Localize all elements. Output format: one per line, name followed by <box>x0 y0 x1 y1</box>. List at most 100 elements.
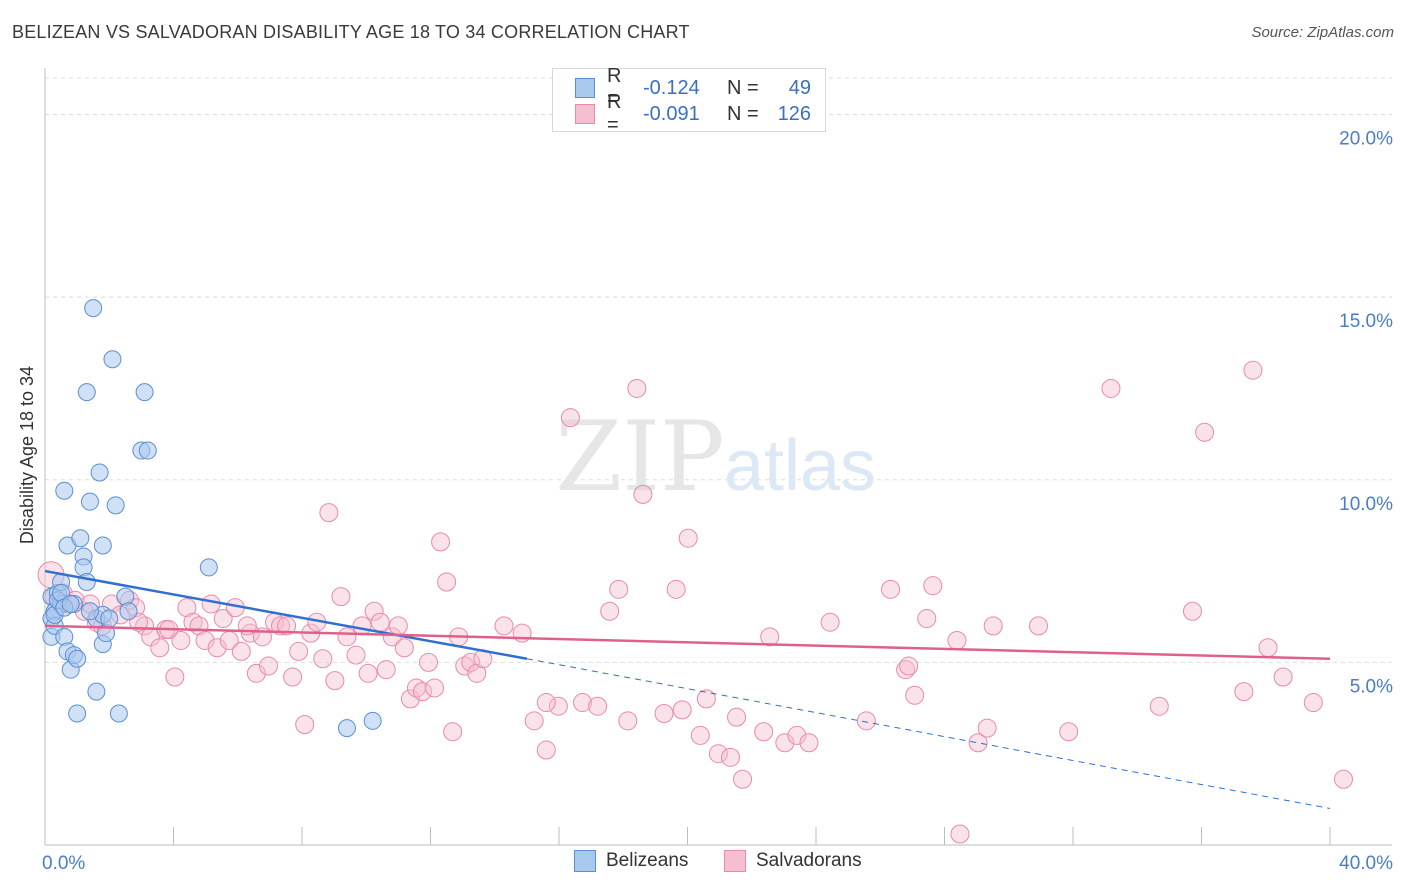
salvadoran-point <box>524 711 544 731</box>
salvadoran-point <box>760 627 780 647</box>
belizean-point <box>93 536 112 555</box>
salvadoran-point <box>246 663 266 683</box>
salvadoran-point <box>271 616 291 636</box>
belizean-point <box>138 441 157 460</box>
salvadoran-point <box>150 638 170 658</box>
tick-labels: 5.0% 10.0% 15.0% 20.0% 0.0% 40.0% <box>42 129 1393 874</box>
salvadoran-point <box>171 630 191 650</box>
salvadoran-point <box>388 616 408 636</box>
belizean-point <box>135 383 154 402</box>
belizean-point <box>80 492 99 511</box>
watermark: ZIP atlas <box>555 401 876 513</box>
salvadoran-point <box>983 616 1003 636</box>
salvadoran-point <box>1243 360 1263 380</box>
belizean-point <box>119 602 138 621</box>
legend-item-belizeans: Belizeans <box>574 850 688 872</box>
salvadoran-point <box>600 601 620 621</box>
chart-title: BELIZEAN VS SALVADORAN DISABILITY AGE 18… <box>12 22 690 42</box>
legend-row-salvadorans: R = -0.091 N = 126 <box>575 91 811 136</box>
salvadoran-point <box>289 641 309 661</box>
belizean-point <box>199 558 218 577</box>
salvadoran-point <box>950 824 970 844</box>
salvadoran-point <box>905 685 925 705</box>
watermark-zip: ZIP <box>555 401 724 513</box>
salvadoran-point <box>633 484 653 504</box>
salvadoran-point <box>968 733 988 753</box>
salvadoran-point <box>1149 696 1169 716</box>
salvadoran-point <box>352 616 372 636</box>
salvadoran-point <box>573 693 593 713</box>
salvadoran-point <box>696 689 716 709</box>
salvadoran-point <box>548 696 568 716</box>
x-tick-label-min: 0.0% <box>42 853 85 874</box>
salvadoran-point <box>135 616 155 636</box>
belizean-swatch <box>575 78 595 98</box>
salvadoran-swatch <box>575 104 595 124</box>
salvadoran-point <box>467 663 487 683</box>
salvadoran-point <box>1273 667 1293 687</box>
belizean-legend-swatch <box>574 850 596 872</box>
salvadoran-point <box>337 627 357 647</box>
salvadoran-point <box>977 718 997 738</box>
salvadoran-point <box>899 656 919 676</box>
salvadoran-point <box>672 700 692 720</box>
r-label: R = <box>607 91 622 136</box>
axes <box>44 68 1392 846</box>
salvadoran-point <box>165 667 185 687</box>
salvadoran-point <box>1028 616 1048 636</box>
n-value-salvadorans: 126 <box>777 102 811 125</box>
salvadoran-point <box>1195 422 1215 442</box>
salvadoran-point <box>283 667 303 687</box>
belizean-point <box>55 627 74 646</box>
legend-item-salvadorans: Salvadorans <box>724 850 862 872</box>
belizean-point <box>363 711 382 730</box>
salvadoran-point <box>376 660 396 680</box>
belizean-point <box>77 573 96 592</box>
belizean-point <box>90 463 109 482</box>
r-value-salvadorans: -0.091 <box>643 102 700 125</box>
salvadoran-point <box>690 725 710 745</box>
salvadoran-point <box>618 711 638 731</box>
salvadoran-point <box>295 714 315 734</box>
x-tick-label-max: 40.0% <box>1339 853 1393 874</box>
belizean-point <box>84 299 103 318</box>
salvadoran-point <box>183 612 203 632</box>
salvadoran-point <box>708 744 728 764</box>
y-tick-label: 10.0% <box>1339 494 1393 515</box>
belizean-point <box>55 481 74 500</box>
belizean-trend-line <box>44 569 528 660</box>
salvadoran-points <box>37 360 1353 844</box>
belizean-point <box>103 350 122 369</box>
salvadoran-point <box>799 733 819 753</box>
belizean-point <box>100 609 119 628</box>
salvadoran-point <box>461 652 481 672</box>
salvadoran-point <box>455 656 475 676</box>
y-tick-label: 20.0% <box>1339 129 1393 150</box>
salvadoran-point <box>437 572 457 592</box>
trend-lines <box>44 569 1331 809</box>
belizean-points <box>42 299 382 738</box>
salvadoran-point <box>536 740 556 760</box>
salvadoran-point <box>856 711 876 731</box>
salvadoran-point <box>1303 693 1323 713</box>
n-label: N = <box>727 76 759 99</box>
salvadoran-point <box>1333 769 1353 789</box>
salvadoran-point <box>394 638 414 658</box>
n-label: N = <box>727 102 759 125</box>
y-axis-label: Disability Age 18 to 34 <box>17 366 37 544</box>
salvadoran-point <box>325 671 345 691</box>
y-tick-label: 5.0% <box>1350 676 1393 697</box>
salvadoran-point <box>787 725 807 745</box>
salvadoran-point <box>654 704 674 724</box>
salvadoran-point <box>313 649 333 669</box>
salvadoran-point <box>588 696 608 716</box>
salvadoran-point <box>258 656 278 676</box>
salvadoran-point <box>431 532 451 552</box>
salvadoran-point <box>820 612 840 632</box>
salvadoran-point <box>425 678 445 698</box>
salvadoran-point <box>1101 378 1121 398</box>
salvadoran-point <box>666 579 686 599</box>
salvadoran-legend-swatch <box>724 850 746 872</box>
salvadoran-point <box>201 594 221 614</box>
